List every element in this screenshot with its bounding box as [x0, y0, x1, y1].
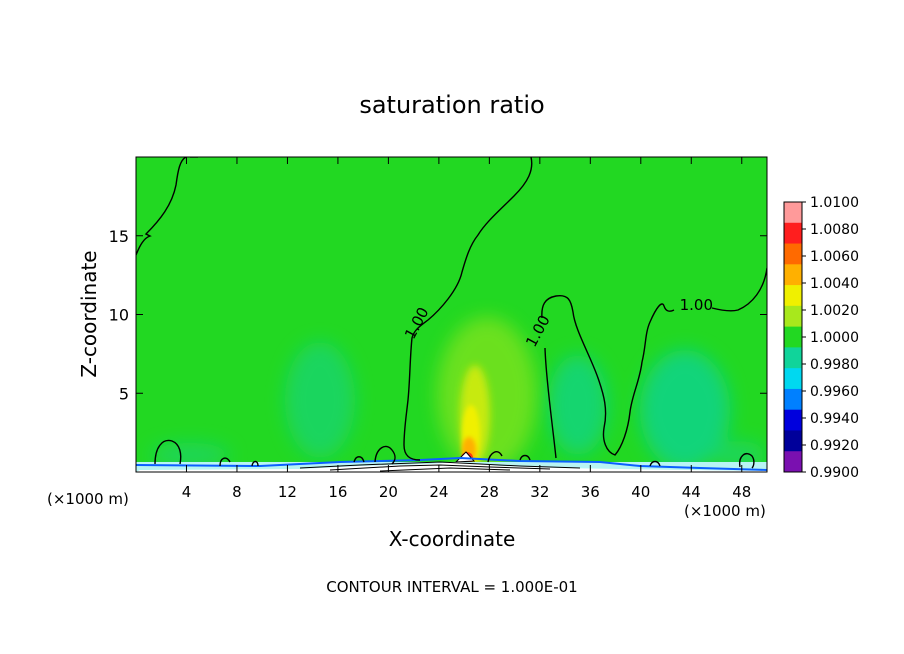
dry-region-far-west	[150, 443, 230, 467]
colorbar-label: 0.9960	[810, 384, 859, 400]
colorbar-swatch	[784, 285, 802, 307]
moist-plume	[437, 317, 537, 472]
colorbar-swatch	[784, 430, 802, 452]
colorbar-label: 0.9900	[810, 465, 859, 481]
dry-region-center	[548, 355, 608, 455]
x-tick-label: 28	[480, 483, 499, 501]
chart-title: saturation ratio	[359, 91, 544, 119]
y-tick-label: 5	[119, 384, 129, 403]
contour-line	[663, 305, 675, 312]
x-tick-label: 4	[182, 483, 192, 501]
x-tick-label: 36	[581, 483, 600, 501]
y-axis-title: Z-coordinate	[77, 250, 101, 377]
x-tick-label: 44	[682, 483, 701, 501]
colorbar-label: 1.0100	[810, 195, 859, 211]
contour-line	[403, 157, 533, 461]
contour-bubble	[519, 454, 531, 461]
x-tick-label: 48	[732, 483, 751, 501]
contour-bubble	[154, 439, 182, 465]
contour-bubble	[251, 460, 259, 467]
x-axis-title: X-coordinate	[389, 527, 516, 551]
x-tick-label: 16	[328, 483, 347, 501]
plot-area: 1.00 1.001.00	[136, 157, 767, 472]
colorbar-label: 1.0060	[810, 249, 859, 265]
dry-region-west	[285, 342, 355, 458]
contour-line	[544, 347, 557, 459]
surface-blue-line	[136, 456, 767, 471]
contour-bubble	[487, 451, 503, 463]
contour-bubble	[738, 452, 755, 469]
contour-bubble	[353, 456, 365, 463]
colorbar-swatch	[784, 451, 802, 473]
x-unit-left: (×1000 m)	[47, 490, 129, 508]
y-tick-label: 10	[109, 306, 129, 325]
surface-contour-3	[379, 467, 511, 472]
colorbar-label: 1.0040	[810, 276, 859, 292]
colorbar-swatch	[784, 264, 802, 286]
x-axis: 4 8 12 16 20 24 28 32 36 40 44 48	[182, 157, 751, 501]
contour-bubble	[374, 445, 396, 465]
colorbar-label: 0.9940	[810, 411, 859, 427]
contours	[136, 157, 767, 469]
colorbar-label: 1.0080	[810, 222, 859, 238]
contour-interval-note: CONTOUR INTERVAL = 1.000E-01	[326, 578, 577, 596]
colorbar-swatch	[784, 326, 802, 348]
x-tick-label: 12	[278, 483, 297, 501]
colorbar-swatch	[784, 305, 802, 328]
x-tick-label: 40	[631, 483, 650, 501]
y-tick-label: 15	[109, 227, 129, 246]
plume-white-core	[454, 451, 476, 463]
dry-region-east	[640, 350, 730, 470]
x-tick-label: 24	[429, 483, 448, 501]
contour-line	[541, 294, 665, 456]
colorbar-label: 0.9920	[810, 438, 859, 454]
contour-label: 1.00	[680, 296, 713, 314]
contour-line	[136, 157, 187, 256]
surface-white-strip	[136, 462, 767, 472]
colorbar-swatch	[784, 388, 802, 411]
colorbar-swatch	[784, 222, 802, 245]
colorbar: 1.0100 1.0080 1.0060 1.0040 1.0020 1.0000 0.99…	[783, 195, 859, 481]
surface-contour-2	[329, 464, 551, 471]
colorbar-swatch	[784, 347, 802, 369]
x-tick-label: 8	[232, 483, 242, 501]
colorbar-swatch	[784, 202, 802, 224]
colorbar-label: 1.0000	[810, 330, 859, 346]
contour-line	[711, 267, 767, 312]
surface-contour-1	[299, 461, 581, 469]
surface-layer	[136, 456, 767, 472]
colorbar-swatch	[784, 243, 802, 265]
y-axis: 5 10 15	[109, 227, 767, 403]
colorbar-swatch	[784, 409, 802, 431]
colorbar-label: 1.0020	[810, 303, 859, 319]
x-tick-label: 20	[379, 483, 398, 501]
contour-bubble	[219, 457, 231, 467]
colorbar-label: 0.9980	[810, 357, 859, 373]
x-tick-label: 32	[530, 483, 549, 501]
colorbar-swatch	[784, 368, 802, 390]
contour-bubble	[649, 460, 661, 467]
x-unit-right: (×1000 m)	[684, 502, 766, 520]
